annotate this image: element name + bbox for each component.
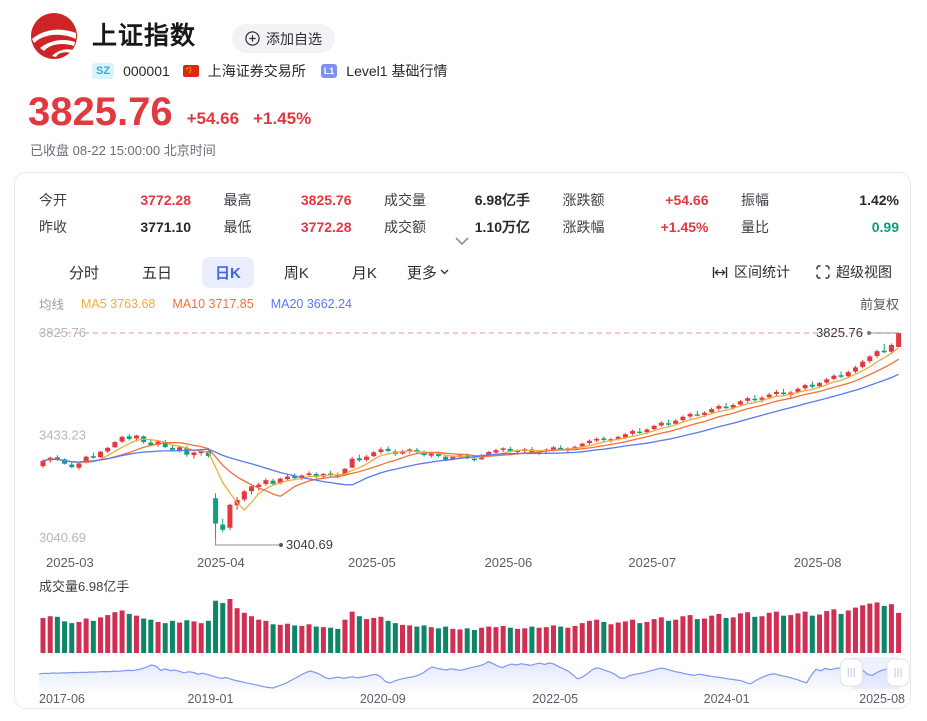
price-change: +54.66	[186, 109, 240, 128]
stat-volume-ratio: 量比 0.99	[741, 218, 899, 235]
stock-meta-row: SZ 000001 上海证券交易所 L1 Level1 基础行情	[92, 61, 447, 81]
sse-logo	[31, 13, 77, 59]
tab-monthly-k[interactable]: 月K	[351, 264, 377, 282]
chart-tabbar: 分时 五日 日K 周K 月K 更多 区间统计	[15, 256, 912, 288]
svg-text:3825.76: 3825.76	[816, 325, 863, 340]
quote-card: 今开 3772.28 最高 3825.76 成交量 6.98亿手 涨跌额 +54.66 …	[14, 172, 911, 709]
level-text: Level1 基础行情	[346, 63, 448, 79]
stat-turnover: 成交额 1.10万亿	[384, 218, 530, 235]
super-view-icon	[816, 265, 830, 279]
ma20-legend: MA20 3662.24	[270, 296, 352, 311]
exchange-badge: SZ	[92, 63, 115, 79]
market-status: 已收盘 08-22 15:00:00 北京时间	[30, 143, 216, 158]
stat-volume: 成交量 6.98亿手	[384, 191, 530, 208]
stat-prev-close: 昨收 3771.10	[39, 218, 191, 235]
stat-open: 今开 3772.28	[39, 191, 191, 208]
svg-text:3825.76: 3825.76	[39, 325, 86, 340]
collapse-stats-button[interactable]	[455, 233, 469, 248]
volume-label: 成交量6.98亿手	[39, 579, 130, 594]
svg-text:2025-07: 2025-07	[628, 555, 676, 570]
current-price: 3825.76	[28, 90, 173, 134]
chevron-down-icon	[440, 269, 449, 275]
price-change-percent: +1.45%	[253, 109, 312, 128]
tab-more[interactable]: 更多	[407, 262, 449, 283]
svg-text:2024-01: 2024-01	[704, 692, 750, 706]
quote-row: 3825.76 +54.66 +1.45%	[28, 92, 311, 132]
svg-text:2019-01: 2019-01	[188, 692, 234, 706]
svg-text:3040.69: 3040.69	[286, 537, 333, 552]
ma-legend: 均线 MA5 3763.68 MA10 3717.85 MA20 3662.24…	[39, 294, 899, 313]
svg-text:3040.69: 3040.69	[39, 530, 86, 545]
china-flag-icon	[182, 65, 199, 77]
page-title: 上证指数	[92, 22, 197, 50]
tab-daily-k[interactable]: 日K	[202, 256, 254, 288]
svg-text:2022-05: 2022-05	[532, 692, 578, 706]
navigator-left-handle[interactable]	[839, 658, 863, 687]
navigator-right-handle[interactable]	[886, 658, 910, 687]
super-view-button[interactable]: 超级视图	[816, 262, 892, 282]
tab-minute[interactable]: 分时	[69, 264, 100, 282]
stat-change-amount: 涨跌额 +54.66	[562, 191, 709, 208]
level-badge: L1	[320, 64, 338, 78]
stats-grid: 今开 3772.28 最高 3825.76 成交量 6.98亿手 涨跌额 +54.66 …	[39, 186, 899, 240]
add-watchlist-label: 添加自选	[266, 30, 322, 47]
svg-text:2025-03: 2025-03	[46, 555, 94, 570]
tab-5day[interactable]: 五日	[142, 264, 173, 282]
svg-text:2017-06: 2017-06	[39, 692, 85, 706]
range-statistics-icon	[712, 266, 728, 278]
stock-code: 000001	[123, 63, 170, 79]
add-watchlist-button[interactable]: 添加自选	[232, 24, 335, 53]
stat-amplitude: 振幅 1.42%	[741, 191, 899, 208]
volume-chart[interactable]	[15, 593, 912, 655]
stat-high: 最高 3825.76	[223, 191, 352, 208]
svg-text:2025-08: 2025-08	[794, 555, 842, 570]
ma10-legend: MA10 3717.85	[172, 296, 254, 311]
ma5-legend: MA5 3763.68	[81, 296, 156, 311]
svg-text:2025-08: 2025-08	[859, 692, 905, 706]
stat-change-percent: 涨跌幅 +1.45%	[562, 218, 709, 235]
candlestick-chart[interactable]: 3825.76 3433.23 3040.69 2025-03 2025-04 2025-…	[15, 316, 912, 576]
svg-text:3433.23: 3433.23	[39, 427, 86, 442]
svg-text:2025-05: 2025-05	[348, 555, 396, 570]
svg-text:2025-04: 2025-04	[197, 555, 245, 570]
range-statistics-button[interactable]: 区间统计	[712, 262, 790, 282]
exchange-name: 上海证券交易所	[207, 63, 306, 79]
tab-weekly-k[interactable]: 周K	[283, 264, 309, 282]
ma-legend-title: 均线	[39, 298, 65, 312]
timeline-navigator[interactable]: 2017-06 2019-01 2020-09 2022-05 2024-01 2025-…	[15, 655, 912, 707]
plus-circle-icon	[245, 31, 260, 46]
stat-low: 最低 3772.28	[223, 218, 352, 235]
svg-text:2020-09: 2020-09	[360, 692, 406, 706]
svg-text:2025-06: 2025-06	[485, 555, 533, 570]
chevron-down-icon	[455, 237, 469, 246]
adjust-mode-label[interactable]: 前复权	[859, 297, 899, 312]
